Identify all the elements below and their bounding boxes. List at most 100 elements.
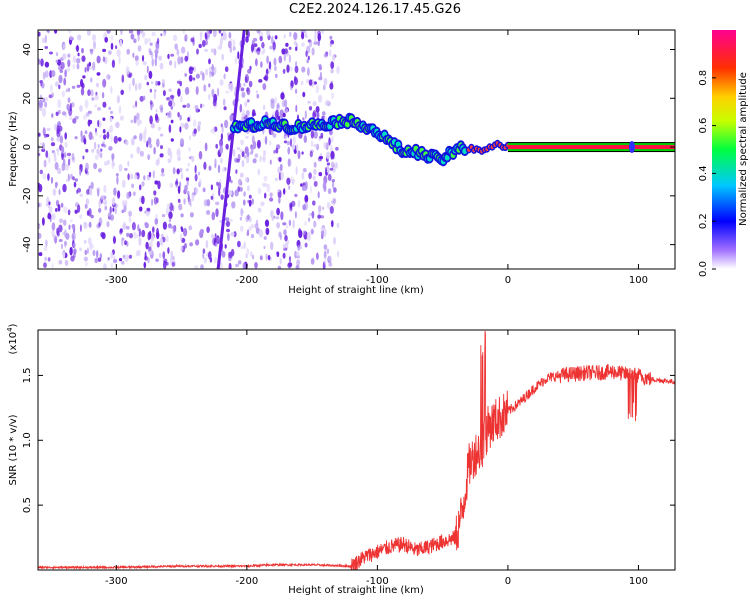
noise-speck (85, 112, 90, 117)
noise-speck (306, 231, 311, 241)
noise-speck (328, 262, 333, 267)
noise-speck (48, 205, 53, 214)
noise-speck (197, 124, 201, 132)
noise-speck (228, 32, 232, 39)
noise-speck (248, 194, 252, 199)
spectrogram-signal-layer (216, 30, 675, 269)
top-x-axis-label: Height of straight line (km) (288, 285, 424, 296)
noise-speck (203, 199, 208, 207)
noise-speck (182, 30, 186, 35)
noise-speck (159, 153, 164, 158)
noise-speck (54, 123, 58, 131)
noise-speck (215, 201, 220, 206)
noise-speck (106, 159, 110, 166)
noise-speck (175, 184, 179, 188)
noise-speck (137, 33, 140, 42)
noise-speck (111, 198, 114, 204)
noise-speck (64, 69, 67, 78)
noise-speck (62, 183, 67, 193)
noise-speck (158, 126, 161, 131)
noise-speck (208, 93, 211, 101)
noise-speck (156, 37, 160, 45)
noise-speck (51, 263, 54, 269)
noise-speck (107, 257, 110, 261)
top-y-tick-label: 40 (22, 43, 33, 56)
noise-speck (56, 137, 60, 142)
noise-speck (155, 116, 160, 124)
noise-speck (128, 82, 131, 92)
bottom-y-axis-label: SNR (10 * v/v) (8, 414, 19, 485)
noise-speck (329, 82, 334, 90)
noise-speck (151, 81, 154, 85)
noise-speck (148, 230, 152, 240)
noise-speck (149, 88, 153, 93)
noise-speck (119, 228, 123, 234)
noise-speck (221, 53, 224, 61)
noise-speck (120, 89, 124, 96)
noise-speck (254, 43, 258, 48)
noise-speck (232, 149, 236, 157)
noise-speck (144, 251, 147, 260)
noise-speck (241, 159, 245, 168)
noise-speck (57, 204, 61, 212)
noise-speck (192, 38, 195, 46)
noise-speck (234, 56, 238, 65)
noise-speck (260, 61, 263, 68)
noise-speck (42, 173, 47, 180)
noise-speck (97, 257, 102, 262)
noise-speck (70, 255, 75, 262)
noise-speck (112, 258, 118, 264)
noise-speck (250, 43, 255, 52)
noise-speck (148, 250, 153, 255)
noise-speck (196, 48, 199, 55)
noise-speck (239, 216, 243, 221)
noise-speck (64, 259, 69, 266)
noise-speck (168, 88, 172, 92)
noise-speck (160, 106, 164, 113)
noise-speck (102, 129, 106, 134)
noise-speck (108, 106, 111, 110)
noise-speck (204, 142, 208, 152)
noise-speck (303, 185, 307, 192)
noise-speck (335, 146, 339, 151)
noise-speck (100, 194, 105, 200)
noise-speck (179, 167, 183, 173)
noise-speck (251, 198, 254, 205)
noise-speck (154, 49, 159, 55)
noise-speck (265, 68, 269, 76)
noise-speck (79, 193, 83, 197)
noise-speck (313, 143, 318, 148)
noise-speck (86, 210, 90, 216)
noise-speck (242, 262, 246, 269)
noise-speck (119, 115, 124, 121)
noise-speck (155, 80, 158, 86)
noise-speck (263, 236, 267, 240)
noise-speck (156, 227, 159, 237)
noise-speck (188, 225, 193, 231)
noise-speck (256, 93, 260, 99)
noise-speck (84, 249, 88, 255)
noise-speck (304, 30, 307, 38)
noise-speck (169, 182, 173, 188)
noise-speck (304, 242, 308, 248)
noise-speck (303, 135, 307, 144)
noise-speck (284, 48, 289, 55)
noise-speck (215, 208, 219, 218)
noise-speck (102, 101, 107, 108)
noise-speck (132, 52, 135, 58)
noise-speck (104, 161, 108, 166)
noise-speck (102, 56, 106, 63)
bottom-x-tick-label: -300 (105, 576, 128, 587)
noise-speck (252, 158, 257, 164)
noise-speck (295, 166, 298, 176)
noise-speck (198, 150, 203, 160)
noise-speck (292, 219, 295, 229)
noise-speck (185, 177, 190, 181)
noise-speck (144, 222, 149, 229)
noise-speck (277, 265, 282, 269)
noise-speck (89, 110, 93, 115)
noise-speck (77, 52, 80, 57)
noise-speck (192, 77, 196, 81)
noise-speck (98, 208, 102, 213)
noise-speck (38, 232, 42, 239)
